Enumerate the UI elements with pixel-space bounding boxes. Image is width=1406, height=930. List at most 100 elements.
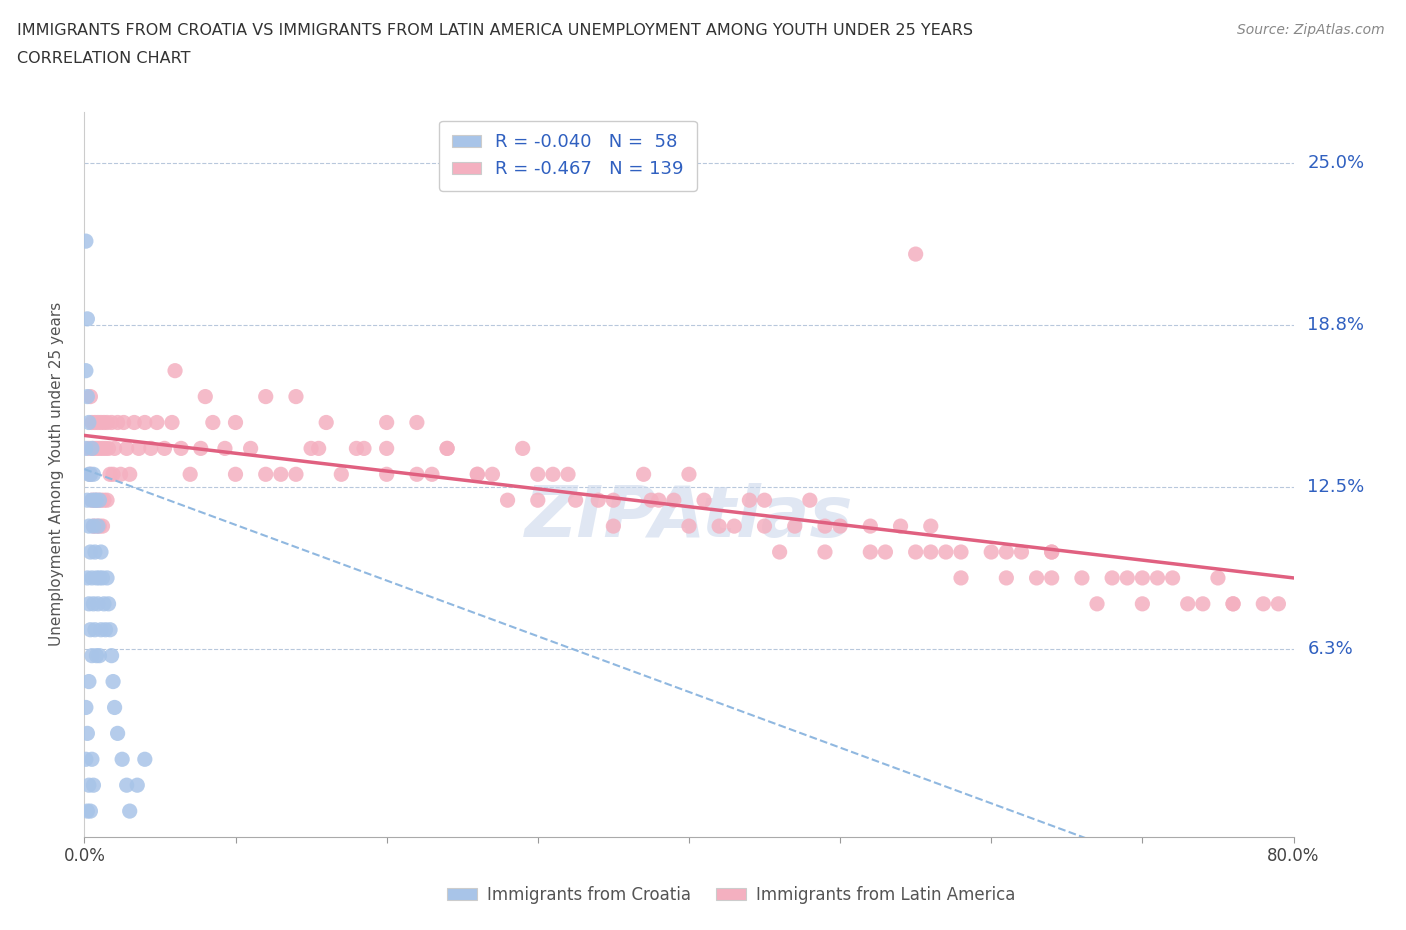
- Text: IMMIGRANTS FROM CROATIA VS IMMIGRANTS FROM LATIN AMERICA UNEMPLOYMENT AMONG YOUT: IMMIGRANTS FROM CROATIA VS IMMIGRANTS FR…: [17, 23, 973, 38]
- Point: [859, 519, 882, 534]
- Point: [96, 570, 118, 585]
- Text: 12.5%: 12.5%: [1308, 478, 1365, 497]
- Point: [783, 519, 806, 534]
- Point: [330, 467, 353, 482]
- Point: [80, 493, 103, 508]
- Point: [920, 545, 942, 560]
- Point: [77, 777, 100, 792]
- Point: [80, 648, 103, 663]
- Point: [406, 467, 429, 482]
- Text: ZIPAtlas: ZIPAtlas: [524, 484, 853, 552]
- Point: [82, 777, 104, 792]
- Point: [890, 519, 912, 534]
- Point: [830, 519, 852, 534]
- Legend: Immigrants from Croatia, Immigrants from Latin America: Immigrants from Croatia, Immigrants from…: [439, 878, 1024, 912]
- Point: [77, 467, 100, 482]
- Point: [1267, 596, 1289, 611]
- Point: [80, 751, 103, 766]
- Point: [995, 545, 1018, 560]
- Point: [79, 545, 101, 560]
- Point: [375, 415, 398, 430]
- Point: [82, 441, 104, 456]
- Point: [77, 415, 100, 430]
- Point: [285, 389, 308, 404]
- Point: [436, 441, 458, 456]
- Point: [904, 246, 927, 261]
- Point: [799, 493, 821, 508]
- Legend: R = -0.040   N =  58, R = -0.467   N = 139: R = -0.040 N = 58, R = -0.467 N = 139: [440, 121, 696, 191]
- Point: [134, 751, 156, 766]
- Point: [101, 674, 124, 689]
- Point: [91, 519, 114, 534]
- Point: [285, 467, 308, 482]
- Text: 25.0%: 25.0%: [1308, 154, 1365, 172]
- Point: [82, 596, 104, 611]
- Point: [179, 467, 201, 482]
- Point: [86, 441, 108, 456]
- Point: [920, 519, 942, 534]
- Point: [165, 364, 187, 379]
- Point: [84, 493, 107, 508]
- Point: [1040, 545, 1063, 560]
- Y-axis label: Unemployment Among Youth under 25 years: Unemployment Among Youth under 25 years: [49, 302, 63, 646]
- Point: [75, 233, 97, 248]
- Point: [89, 493, 111, 508]
- Point: [308, 441, 330, 456]
- Point: [1206, 570, 1229, 585]
- Point: [1130, 596, 1153, 611]
- Point: [76, 804, 98, 818]
- Point: [79, 467, 101, 482]
- Point: [995, 570, 1018, 585]
- Point: [859, 545, 882, 560]
- Point: [97, 596, 120, 611]
- Text: 18.8%: 18.8%: [1308, 316, 1364, 334]
- Point: [82, 519, 104, 534]
- Point: [875, 545, 897, 560]
- Point: [254, 389, 277, 404]
- Point: [86, 648, 108, 663]
- Point: [754, 493, 776, 508]
- Point: [527, 493, 550, 508]
- Point: [640, 493, 662, 508]
- Point: [935, 545, 957, 560]
- Point: [1253, 596, 1275, 611]
- Point: [84, 415, 107, 430]
- Point: [420, 467, 443, 482]
- Text: Source: ZipAtlas.com: Source: ZipAtlas.com: [1237, 23, 1385, 37]
- Point: [77, 674, 100, 689]
- Point: [89, 648, 111, 663]
- Point: [93, 493, 115, 508]
- Point: [190, 441, 212, 456]
- Point: [80, 415, 103, 430]
- Point: [80, 493, 103, 508]
- Point: [814, 545, 837, 560]
- Point: [87, 415, 110, 430]
- Point: [90, 415, 112, 430]
- Point: [1025, 570, 1047, 585]
- Point: [118, 804, 141, 818]
- Point: [950, 545, 973, 560]
- Point: [75, 700, 97, 715]
- Point: [112, 415, 135, 430]
- Point: [82, 519, 104, 534]
- Point: [77, 596, 100, 611]
- Point: [769, 545, 792, 560]
- Point: [648, 493, 671, 508]
- Point: [89, 519, 111, 534]
- Point: [96, 493, 118, 508]
- Point: [201, 415, 224, 430]
- Point: [214, 441, 236, 456]
- Point: [115, 441, 138, 456]
- Text: CORRELATION CHART: CORRELATION CHART: [17, 51, 190, 66]
- Point: [709, 519, 731, 534]
- Point: [662, 493, 685, 508]
- Point: [160, 415, 183, 430]
- Point: [541, 467, 564, 482]
- Point: [94, 622, 117, 637]
- Point: [678, 519, 700, 534]
- Point: [254, 467, 277, 482]
- Point: [1040, 570, 1063, 585]
- Point: [467, 467, 489, 482]
- Point: [90, 493, 112, 508]
- Point: [904, 545, 927, 560]
